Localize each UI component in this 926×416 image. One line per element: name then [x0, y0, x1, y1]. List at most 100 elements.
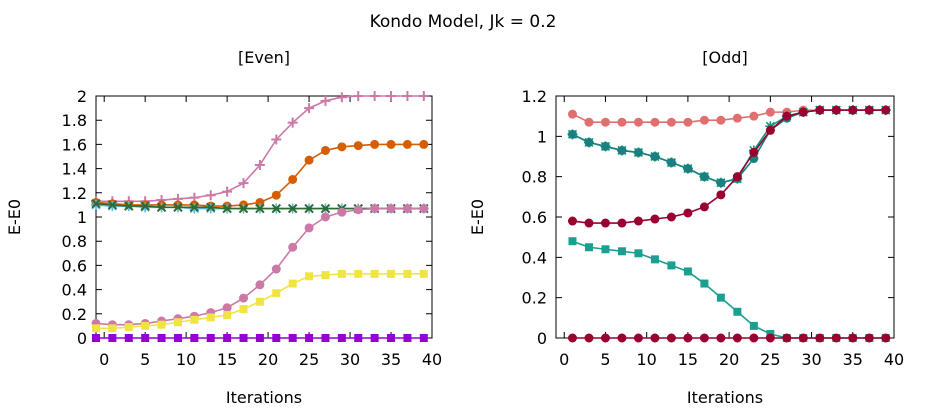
odd-point-teal-square: [700, 279, 709, 288]
even-point-darkgreen-x: [287, 203, 298, 214]
odd-point-salmon-circle: [732, 113, 742, 123]
even-point-darkgreen-x: [238, 203, 249, 214]
even-point-purple-square: [108, 334, 117, 342]
odd-point-teal-circle: [716, 178, 726, 188]
odd-series-teal-square: [568, 237, 890, 342]
even-panel: [Even] Iterations E-E0 0 5 10 15 20 25 30 35 40 0 0.2…: [5, 48, 442, 407]
even-point-yellow-square: [124, 323, 133, 332]
even-point-yellow-square: [255, 297, 264, 306]
odd-point-maroon-filled-circle: [683, 333, 693, 343]
even-point-pink-plus: [320, 95, 331, 106]
even-point-purple-square: [337, 334, 346, 342]
even-point-darkgreen-x: [156, 202, 167, 213]
even-point-pink-circle: [370, 204, 380, 214]
odd-point-salmon-circle: [650, 117, 660, 127]
even-point-darkgreen-x: [173, 202, 183, 213]
odd-point-maroon-circle: [666, 212, 676, 222]
even-ylabel: E-E0: [5, 199, 24, 235]
odd-point-teal-circle: [633, 147, 643, 157]
odd-point-teal-circle: [617, 145, 627, 155]
odd-point-maroon-circle: [848, 105, 858, 115]
even-point-pink-circle: [255, 280, 265, 290]
even-point-orange-circle: [402, 139, 412, 149]
even-xtick-label: 15: [217, 350, 237, 369]
even-point-purple-square: [255, 334, 264, 342]
odd-point-maroon-filled-circle: [864, 333, 874, 343]
even-point-orange-circle: [288, 174, 298, 184]
even-point-darkgreen-x: [255, 203, 265, 214]
odd-point-maroon-circle: [815, 105, 825, 115]
odd-panel: [Odd] Iterations E-E0 0 5 10 15 20 25 30 35 40 0 0.2 0…: [468, 48, 904, 407]
odd-point-salmon-circle: [567, 109, 577, 119]
odd-xtick-label: 30: [801, 350, 821, 369]
odd-point-maroon-filled-circle: [798, 333, 808, 343]
odd-xtick-label: 15: [678, 350, 698, 369]
odd-xtick-label: 40: [884, 350, 904, 369]
odd-point-maroon-filled-circle: [584, 333, 594, 343]
even-point-yellow-square: [141, 321, 150, 330]
odd-xtick-label: 20: [719, 350, 739, 369]
even-point-pink-circle: [239, 293, 249, 303]
odd-ytick-label: 1.2: [522, 87, 547, 106]
odd-xtick-label: 0: [559, 350, 569, 369]
even-point-orange-circle: [353, 141, 363, 151]
even-point-darkgreen-x: [140, 201, 150, 211]
even-point-pink-circle: [353, 205, 363, 215]
even-point-pink-circle: [402, 204, 412, 214]
odd-point-salmon-circle: [584, 117, 594, 127]
odd-point-maroon-circle: [600, 218, 610, 228]
even-point-orange-circle: [337, 142, 347, 152]
even-point-darkgreen-x: [222, 203, 232, 214]
even-ytick-label: 1.4: [62, 160, 87, 179]
even-point-darkgreen-x: [271, 203, 282, 214]
odd-point-maroon-circle: [765, 125, 775, 135]
even-point-purple-square: [206, 334, 215, 342]
odd-point-maroon-filled-circle: [617, 333, 627, 343]
odd-point-teal-square: [617, 247, 626, 256]
odd-point-teal-circle: [683, 164, 693, 174]
even-ytick-label: 0: [77, 329, 87, 348]
odd-series-line-teal-square: [572, 240, 886, 339]
even-panel-title: [Even]: [238, 48, 290, 67]
odd-point-teal-square: [749, 321, 758, 330]
odd-point-salmon-circle: [749, 111, 759, 121]
even-point-darkgreen-x: [107, 200, 118, 210]
odd-point-teal-square: [634, 249, 643, 258]
even-point-orange-circle: [304, 155, 314, 165]
even-point-pink-circle: [419, 204, 429, 214]
even-ytick-label: 1.6: [62, 135, 87, 154]
even-point-darkgreen-x: [91, 198, 101, 209]
odd-point-teal-square: [683, 267, 692, 276]
even-point-pink-plus: [304, 103, 315, 114]
odd-point-maroon-circle: [732, 172, 742, 182]
odd-point-maroon-filled-circle: [732, 333, 742, 343]
odd-ytick-label: 0.6: [522, 208, 547, 227]
even-point-pink-circle: [337, 207, 347, 217]
even-point-yellow-square: [370, 269, 379, 278]
even-point-purple-square: [157, 334, 166, 342]
odd-point-maroon-circle: [782, 111, 792, 121]
even-point-pink-circle: [320, 212, 330, 222]
even-point-orange-circle: [386, 139, 396, 149]
odd-xlabel: Iterations: [687, 388, 763, 407]
even-point-orange-circle: [320, 145, 330, 155]
odd-xtick-label: 25: [760, 350, 780, 369]
odd-point-maroon-filled-circle: [848, 333, 858, 343]
odd-point-salmon-circle: [666, 117, 676, 127]
even-point-darkgreen-x: [304, 203, 314, 214]
odd-series-salmon-circle: [567, 105, 891, 127]
even-point-yellow-square: [223, 311, 232, 320]
odd-series-line-maroon-circle: [572, 109, 886, 224]
even-series-yellow-square: [92, 269, 428, 333]
even-point-pink-plus: [336, 92, 347, 103]
even-point-purple-square: [239, 334, 248, 342]
odd-ytick-label: 0.4: [522, 248, 547, 267]
even-point-pink-circle: [304, 223, 314, 233]
even-ytick-label: 0.8: [62, 232, 87, 251]
even-point-pink-plus: [222, 186, 233, 197]
odd-ytick-label: 0.2: [522, 289, 547, 308]
even-ytick-label: 2: [77, 87, 87, 106]
odd-point-salmon-circle: [683, 117, 693, 127]
even-point-purple-square: [223, 334, 232, 342]
odd-point-maroon-filled-circle: [666, 333, 676, 343]
